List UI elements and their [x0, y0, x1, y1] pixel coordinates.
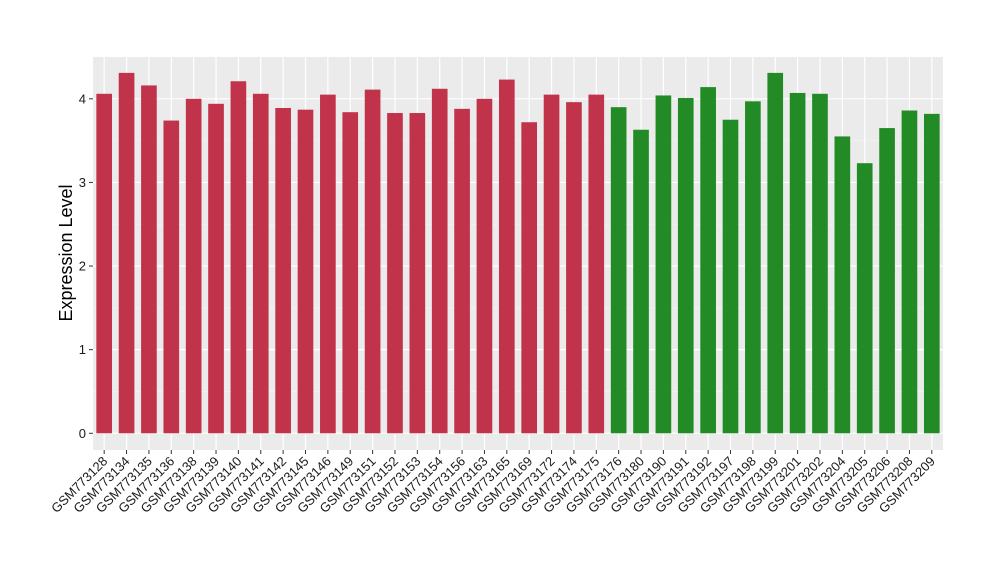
bar-GSM773176: [610, 107, 627, 434]
bar-GSM773202: [812, 93, 828, 434]
y-tick-label: 1: [79, 342, 86, 357]
bar-GSM773165: [498, 79, 515, 434]
bar-GSM773154: [431, 88, 448, 434]
y-tick-label: 2: [79, 259, 86, 274]
bar-GSM773151: [364, 89, 381, 434]
bar-GSM773190: [655, 95, 672, 434]
bar-GSM773141: [252, 93, 269, 434]
bar-GSM773172: [543, 94, 560, 434]
bar-GSM773174: [566, 102, 582, 434]
y-axis-title: Expression Level: [56, 184, 76, 321]
bar-GSM773180: [633, 129, 649, 434]
bar-GSM773192: [700, 87, 716, 434]
bar-GSM773138: [185, 98, 202, 434]
bar-GSM773208: [901, 110, 918, 434]
bar-GSM773191: [677, 97, 694, 434]
bar-GSM773197: [722, 119, 739, 434]
bar-GSM773156: [454, 108, 470, 434]
bar-GSM773163: [476, 98, 493, 434]
y-tick-label: 0: [79, 426, 86, 441]
bar-GSM773199: [767, 72, 784, 434]
y-axis: 0 1 2 3 4: [79, 91, 93, 441]
bar-GSM773205: [856, 163, 873, 434]
bar-GSM773209: [923, 113, 940, 434]
bar-GSM773134: [118, 72, 135, 434]
bar-GSM773140: [230, 81, 247, 434]
x-axis: GSM773128GSM773134GSM773135GSM773136GSM7…: [48, 450, 938, 516]
bar-GSM773142: [275, 108, 291, 434]
bar-GSM773135: [141, 85, 157, 434]
bar-GSM773206: [879, 128, 895, 434]
bar-GSM773139: [208, 103, 224, 434]
y-tick-label: 3: [79, 175, 86, 190]
bar-GSM773145: [297, 109, 314, 434]
bar-GSM773201: [789, 92, 806, 434]
bar-GSM773128: [96, 93, 113, 434]
bar-GSM773153: [409, 113, 426, 434]
bar-GSM773169: [521, 122, 538, 434]
bars: [96, 72, 940, 434]
bar-GSM773152: [387, 113, 403, 434]
y-tick-label: 4: [79, 91, 86, 106]
bar-GSM773204: [834, 136, 851, 434]
bar-GSM773149: [342, 112, 359, 434]
bar-GSM773198: [745, 101, 761, 434]
bar-GSM773175: [588, 94, 605, 434]
bar-GSM773136: [163, 120, 180, 434]
bar-GSM773146: [320, 94, 336, 434]
